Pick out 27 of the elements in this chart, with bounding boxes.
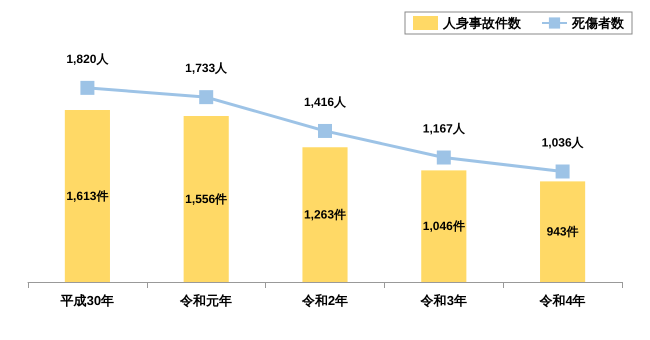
point	[199, 90, 214, 104]
data-label: 1,167人	[422, 122, 466, 136]
data-label: 1,263件	[304, 208, 346, 222]
point	[556, 164, 570, 178]
point	[436, 150, 451, 165]
bar	[64, 110, 110, 282]
x-tick-label: 令和4年	[538, 293, 586, 308]
data-label: 1,036人	[542, 135, 585, 150]
data-label: 943件	[546, 224, 579, 239]
x-tick-label: 令和元年	[179, 293, 232, 308]
data-label: 1,613件	[66, 188, 108, 203]
data-label: 1,820人	[66, 52, 110, 66]
point	[318, 124, 332, 138]
bar	[540, 181, 586, 282]
x-tick-label: 令和3年	[420, 293, 467, 308]
bar	[302, 147, 348, 282]
data-label: 1,416人	[304, 94, 348, 109]
data-label: 1,046件	[422, 219, 465, 234]
legend-label: 死傷者数	[571, 16, 625, 30]
x-tick-label: 平成30年	[60, 293, 114, 308]
data-label: 1,556件	[185, 192, 228, 206]
point	[80, 80, 94, 95]
data-label: 1,733人	[185, 61, 228, 76]
bar	[184, 116, 229, 282]
bar	[421, 170, 466, 282]
legend-label: 人身事故件数	[442, 16, 522, 30]
x-tick-label: 令和2年	[300, 293, 348, 308]
